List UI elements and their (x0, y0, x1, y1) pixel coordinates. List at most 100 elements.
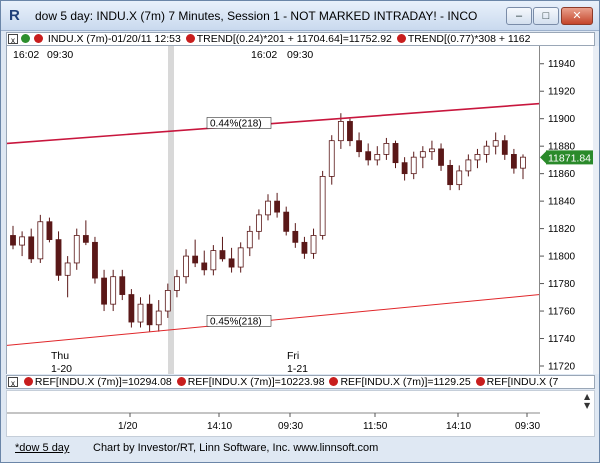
candle-body (301, 241, 308, 254)
ref-item-3[interactable]: REF[INDU.X (7m)]=1129.25 (340, 376, 471, 388)
ref-dot-icon (23, 377, 33, 386)
close-button[interactable]: ✕ (561, 7, 593, 25)
candle-body (337, 121, 344, 142)
ref-dot-icon-2 (176, 377, 186, 386)
credit-text: Chart by Investor/RT, Linn Software, Inc… (93, 442, 379, 454)
lower-pane[interactable]: ▲ ▼ 1/20 14:10 09:30 11:50 14:10 09:30 (6, 390, 595, 437)
candle-body (510, 154, 517, 169)
candle-body (10, 235, 16, 246)
candle-body (28, 236, 35, 260)
ref-item-2[interactable]: REF[INDU.X (7m)]=10223.98 (187, 376, 325, 388)
ref-dot-icon-4 (475, 377, 485, 386)
last-price-arrow-icon (540, 151, 546, 164)
symbol-dot-icon (21, 34, 30, 43)
price-chart-svg[interactable]: 0.44%(218) 0.45%(218) 16:02 09:30 16:02 09:30… (6, 46, 541, 375)
y-tick-label: 11940 (548, 59, 576, 70)
title-bar[interactable]: R dow 5 day: INDU.X (7m) 7 Minutes, Sess… (1, 1, 599, 31)
candle-body (483, 145, 490, 155)
ref-close-icon[interactable]: x (8, 377, 18, 388)
y-tick-label: 11740 (548, 334, 576, 345)
time-tick-label: 14:10 (207, 421, 232, 432)
upper-trend-label-group: 0.44%(218) (206, 117, 272, 129)
candle-body (146, 303, 153, 326)
app-logo-icon: R (9, 7, 20, 24)
time-axis-svg: ▲▼ 1/20 14:10 09:30 11:50 14:10 09:30 (7, 392, 591, 432)
lower-trend-label-box (206, 315, 272, 327)
candle-body (456, 170, 463, 186)
time-tick-label: 09:30 (278, 421, 303, 432)
candle-body (347, 121, 353, 142)
lower-trend-label: 0.45%(218) (210, 316, 262, 327)
y-tick-label: 11900 (548, 114, 576, 125)
candle-body (410, 156, 417, 175)
candle-body (128, 294, 135, 323)
candle-body (447, 165, 454, 186)
legend-bar: x INDU.X (7m)-01/20/11 12:53 TREND[(0.24… (6, 32, 595, 46)
last-price-box (546, 150, 594, 165)
candle-body (255, 214, 262, 232)
candle-body (101, 277, 107, 305)
y-tick-label: 11780 (548, 279, 576, 290)
candle-body (246, 230, 253, 249)
candle-body (365, 151, 372, 161)
upper-trend-line (6, 102, 541, 145)
symbol-dot-icon-2 (34, 34, 43, 43)
ref-item-4[interactable]: REF[INDU.X (7 (486, 376, 559, 388)
chart-tab[interactable]: *dow 5 day (15, 442, 70, 454)
candle-body (283, 211, 290, 232)
candle-body (110, 276, 117, 305)
date-label: 1-21 (287, 363, 308, 374)
y-tick-label: 11860 (548, 169, 576, 180)
legend-trend1[interactable]: TREND[(0.24)*201 + 11704.64]=11752.92 (196, 33, 392, 45)
candle-body (374, 154, 381, 161)
scroll-down-icon: ▼ (584, 401, 591, 410)
candle-body (465, 159, 472, 172)
candle-body (119, 276, 126, 295)
legend-close-icon[interactable]: x (8, 34, 18, 45)
ref-item-1[interactable]: REF[INDU.X (7m)]=10294.08 (34, 376, 172, 388)
candle-body (183, 255, 189, 278)
candle-body (137, 303, 144, 323)
y-tick-label: 11880 (548, 142, 576, 153)
top-time-label: 16:02 (251, 49, 277, 61)
top-time-label: 16:02 (13, 49, 39, 61)
candle-body (237, 247, 244, 268)
candle-body (501, 140, 508, 155)
y-tick-label: 11840 (548, 197, 576, 208)
candle-body (92, 241, 98, 279)
maximize-button[interactable]: □ (533, 7, 559, 25)
y-tick-label: 11800 (548, 252, 576, 263)
legend-trend2[interactable]: TREND[(0.77)*308 + 1162 (407, 33, 531, 45)
date-label: 1-20 (51, 363, 72, 374)
candle-body (174, 276, 180, 291)
candle-body (46, 221, 53, 241)
candle-body (319, 175, 326, 236)
vertical-scrollbar[interactable] (593, 46, 599, 374)
candle-body (265, 200, 271, 216)
candle-body (155, 310, 162, 326)
last-price-label: 11871.84 (548, 152, 591, 164)
candle-body (492, 140, 499, 147)
candle-body (201, 262, 208, 271)
lower-trend-line (6, 294, 541, 346)
candle-body (520, 156, 526, 169)
upper-trend-label-box (206, 117, 272, 129)
scroll-up-icon: ▲ (584, 392, 591, 401)
time-tick-label: 09:30 (515, 421, 540, 432)
session-separator (168, 46, 174, 374)
price-chart[interactable]: 0.44%(218) 0.45%(218) 16:02 09:30 16:02 09:30… (6, 46, 541, 375)
status-bar: *dow 5 day Chart by Investor/RT, Linn So… (1, 438, 599, 462)
minimize-button[interactable]: – (506, 7, 532, 25)
candle-body (401, 162, 408, 175)
upper-trend-label: 0.44%(218) (210, 118, 262, 129)
candle-body (164, 290, 171, 312)
price-axis-svg: 11720 11740 11760 11780 11800 11820 11840 11860… (540, 59, 594, 373)
y-tick-label: 11720 (548, 362, 576, 373)
legend-symbol[interactable]: INDU.X (7m)-01/20/11 12:53 (47, 33, 181, 45)
trend1-dot-icon (185, 34, 195, 43)
y-tick-label: 11920 (548, 87, 576, 98)
day-label: Fri (287, 350, 299, 362)
candle-body (192, 255, 199, 264)
candle-body (228, 258, 235, 268)
candle-body (55, 239, 62, 276)
